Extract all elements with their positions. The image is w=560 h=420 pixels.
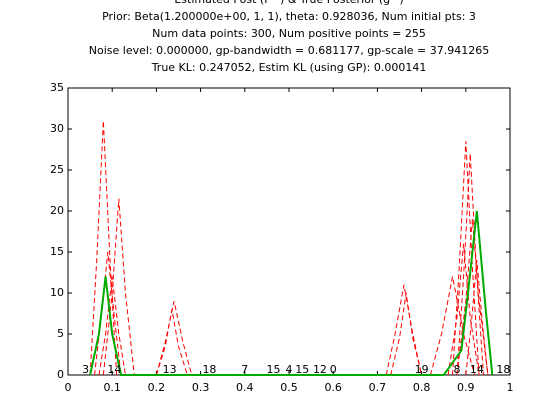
annotation: 15 (267, 363, 281, 376)
series-line (385, 284, 423, 376)
annotation: 13 (163, 363, 177, 376)
series-line (89, 210, 494, 376)
annotation: 3 (82, 363, 89, 376)
x-tick-label: 0.2 (148, 381, 166, 394)
chart-title: Estimated Post (P^) & True Posterior (g^… (174, 0, 403, 6)
x-tick-label: 0.7 (369, 381, 387, 394)
series-line (452, 141, 480, 376)
series-line (98, 276, 126, 376)
x-tick-label: 0.5 (280, 381, 298, 394)
x-tick-label: 0.6 (324, 381, 342, 394)
annotation: 18 (496, 363, 510, 376)
annotation: 18 (202, 363, 216, 376)
annotation: 15 (295, 363, 309, 376)
x-tick-label: 0.3 (192, 381, 210, 394)
x-tick-label: 0.9 (457, 381, 475, 394)
x-tick-label: 0.1 (103, 381, 121, 394)
series-line (429, 276, 476, 376)
series-line (456, 219, 489, 376)
annotation: 14 (107, 363, 121, 376)
x-tick-label: 0.8 (413, 381, 431, 394)
y-tick-label: 30 (50, 122, 64, 135)
annotation: 8 (453, 363, 460, 376)
annotation: 0 (330, 363, 337, 376)
series-line (102, 198, 135, 376)
x-tick-label: 0.4 (236, 381, 254, 394)
y-tick-label: 0 (57, 368, 64, 381)
series-line (155, 301, 193, 376)
chart-title: True KL: 0.247052, Estim KL (using GP): … (151, 61, 427, 74)
y-tick-label: 10 (50, 286, 64, 299)
x-tick-label: 0 (65, 381, 72, 394)
y-tick-label: 5 (57, 327, 64, 340)
annotation: 4 (286, 363, 293, 376)
plot-frame (67, 87, 511, 376)
y-tick-label: 20 (50, 204, 64, 217)
series-line (155, 309, 188, 376)
chart-title: Prior: Beta(1.200000e+00, 1, 1), theta: … (102, 10, 476, 23)
series-line (447, 243, 480, 376)
annotation: 12 (313, 363, 327, 376)
y-tick-label: 35 (50, 81, 64, 94)
series-line (390, 292, 423, 376)
series-line (456, 153, 484, 376)
y-tick-label: 15 (50, 245, 64, 258)
x-tick-label: 1 (507, 381, 514, 394)
chart-title: Num data points: 300, Num positive point… (152, 27, 426, 40)
y-tick-label: 25 (50, 163, 64, 176)
series-line (94, 251, 122, 376)
series-line (465, 260, 489, 376)
annotation: 19 (415, 363, 429, 376)
annotation: 7 (241, 363, 248, 376)
chart-title: Noise level: 0.000000, gp-bandwidth = 0.… (89, 44, 489, 57)
annotation: 14 (470, 363, 484, 376)
